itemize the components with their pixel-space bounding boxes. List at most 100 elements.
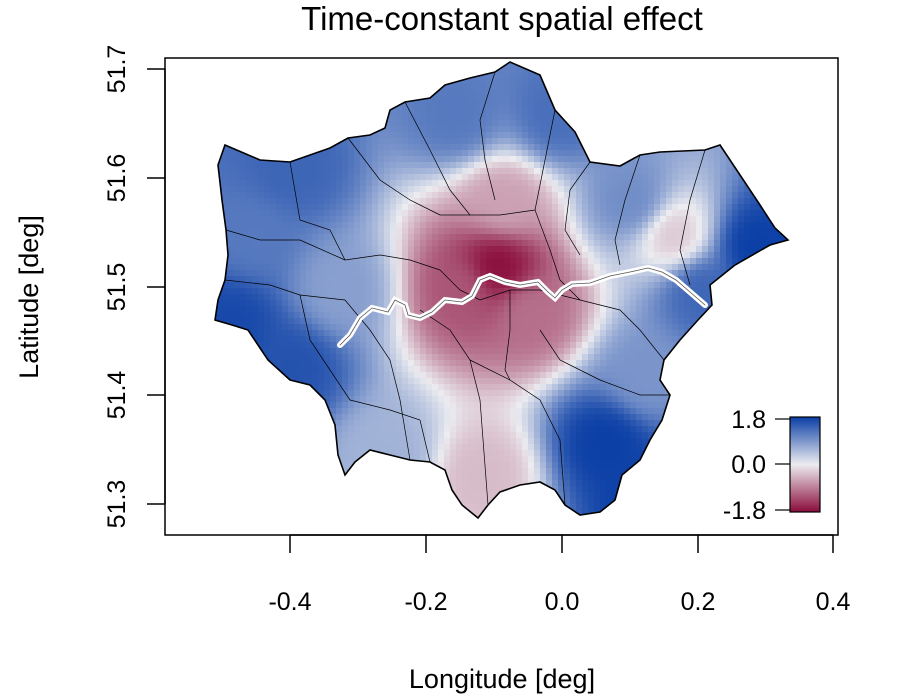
effect-cell [744,138,751,145]
effect-cell [330,126,337,133]
effect-cell [234,204,241,211]
effect-cell [726,312,733,319]
effect-cell [360,138,367,145]
effect-cell [636,342,643,349]
effect-cell [552,360,559,367]
effect-cell [474,318,481,325]
effect-cell [462,156,469,163]
effect-cell [570,102,577,109]
effect-cell [498,294,505,301]
effect-cell [438,312,445,319]
effect-cell [618,150,625,157]
effect-cell [450,264,457,271]
effect-cell [378,282,385,289]
effect-cell [300,252,307,259]
effect-cell [528,168,535,175]
effect-cell [792,264,799,271]
effect-cell [684,78,691,85]
effect-cell [786,228,788,235]
effect-cell [432,114,439,121]
effect-cell [564,138,571,145]
effect-cell [306,336,313,343]
effect-cell [384,216,391,223]
effect-cell [642,90,649,97]
effect-cell [522,360,529,367]
effect-cell [294,252,301,259]
effect-cell [486,78,493,85]
effect-cell [354,174,361,181]
effect-cell [564,354,571,361]
effect-cell [215,282,217,289]
effect-cell [636,228,643,235]
effect-cell [486,210,493,217]
effect-cell [672,240,679,247]
effect-cell [372,210,379,217]
effect-cell [228,156,235,163]
effect-cell [624,246,631,253]
effect-cell [552,96,559,103]
effect-cell [774,252,781,259]
effect-cell [714,132,721,139]
effect-cell [282,228,289,235]
effect-cell [540,318,547,325]
effect-cell [366,282,373,289]
effect-cell [390,150,397,157]
effect-cell [300,294,307,301]
effect-cell [666,306,673,313]
effect-cell [228,186,235,193]
effect-cell [552,240,559,247]
effect-cell [660,144,667,151]
effect-cell [264,102,271,109]
effect-cell [588,84,595,91]
effect-cell [708,84,715,91]
effect-cell [294,192,301,199]
effect-cell [234,62,241,67]
effect-cell [630,264,637,271]
effect-cell [420,66,427,73]
effect-cell [636,318,643,325]
effect-cell [216,270,223,277]
effect-cell [396,204,403,211]
effect-cell [354,126,361,133]
effect-cell [282,96,289,103]
effect-cell [594,174,601,181]
effect-cell [546,258,553,265]
effect-cell [408,204,415,211]
effect-cell [720,300,727,307]
effect-cell [216,258,223,265]
effect-cell [354,168,361,175]
effect-cell [408,126,415,133]
effect-cell [300,210,307,217]
effect-cell [240,306,247,313]
effect-cell [588,132,595,139]
effect-cell [414,222,421,229]
effect-cell [360,90,367,97]
effect-cell [498,198,505,205]
effect-cell [768,300,775,307]
effect-cell [588,78,595,85]
effect-cell [468,114,475,121]
effect-cell [264,276,271,283]
effect-cell [780,282,787,289]
effect-cell [498,84,505,91]
effect-cell [348,216,355,223]
effect-cell [426,282,433,289]
effect-cell [696,102,703,109]
effect-cell [342,78,349,85]
effect-cell [468,234,475,241]
effect-cell [228,306,235,313]
effect-cell [660,120,667,127]
effect-cell [336,336,343,343]
effect-cell [390,270,397,277]
effect-cell [510,354,517,361]
effect-cell [498,66,505,73]
effect-cell [414,186,421,193]
effect-cell [492,96,499,103]
effect-cell [690,180,697,187]
effect-cell [504,288,511,295]
effect-cell [756,264,763,271]
effect-cell [312,306,319,313]
effect-cell [564,96,571,103]
effect-cell [564,294,571,301]
effect-cell [696,222,703,229]
